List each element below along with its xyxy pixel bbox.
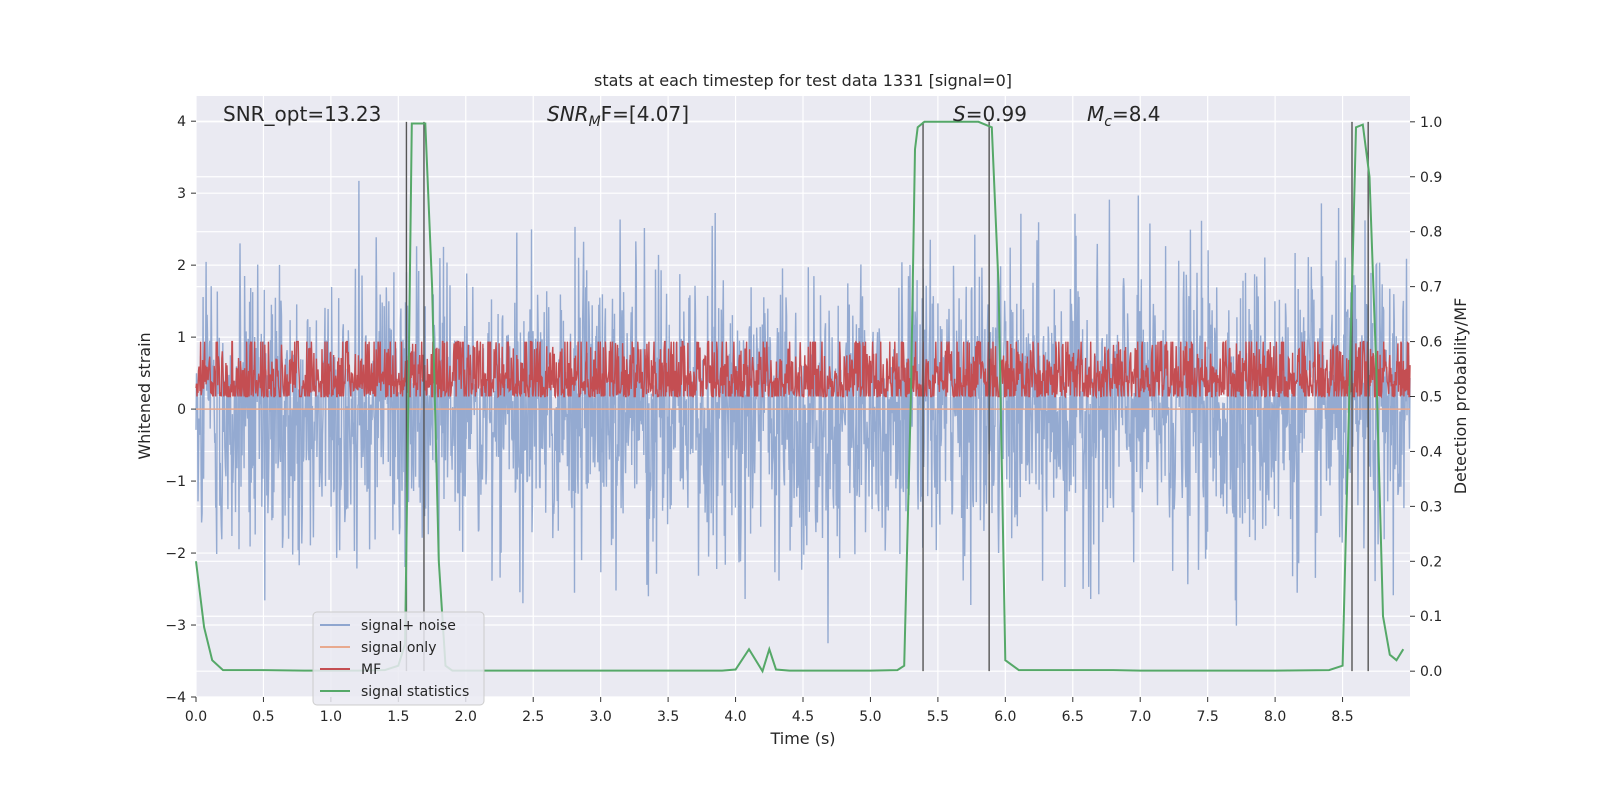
y-ticks: −4 −3 −2 −1 0 1 2 3 4: [165, 114, 196, 706]
x-axis-label: Time (s): [769, 729, 835, 748]
y2-tick-label: 0.0: [1420, 664, 1442, 680]
legend-frame: [312, 611, 485, 706]
x-tick-label: 8.5: [1331, 709, 1353, 725]
x-tick-label: 5.5: [927, 709, 949, 725]
y2-ticks: 0.0 0.1 0.2 0.3 0.4 0.5 0.6 0.7 0.8 0.9 1.0: [1410, 115, 1442, 680]
y2-tick-label: 0.4: [1420, 444, 1442, 460]
y2-tick-label: 1.0: [1420, 115, 1442, 131]
x-tick-label: 5.0: [859, 709, 881, 725]
y-tick-label: 2: [177, 258, 186, 274]
y2-tick-label: 0.6: [1420, 335, 1442, 351]
annotation-snr-mf: SNRMF=[4.07]: [547, 102, 689, 130]
y2-tick-label: 0.9: [1420, 170, 1442, 186]
legend-label-signal-statistics: signal statistics: [361, 684, 469, 700]
chart-title: stats at each timestep for test data 133…: [594, 71, 1012, 90]
x-tick-label: 1.0: [320, 709, 342, 725]
x-tick-label: 0.5: [252, 709, 274, 725]
x-tick-label: 2.0: [455, 709, 477, 725]
y-tick-label: −1: [165, 474, 186, 490]
legend-label-signal-only: signal only: [361, 640, 436, 656]
x-tick-label: 3.0: [590, 709, 612, 725]
x-tick-label: 0.0: [185, 709, 207, 725]
x-tick-label: 1.5: [387, 709, 409, 725]
legend: signal+ noise signal only MF signal stat…: [312, 611, 485, 706]
legend-label-signal-noise: signal+ noise: [361, 618, 456, 634]
x-tick-label: 6.5: [1062, 709, 1084, 725]
y2-tick-label: 0.5: [1420, 390, 1442, 406]
series-mf: [195, 339, 1411, 400]
x-tick-label: 6.0: [994, 709, 1016, 725]
x-tick-label: 3.5: [657, 709, 679, 725]
y-tick-label: −4: [165, 690, 186, 706]
series-signal-noise: [195, 180, 1411, 644]
y-tick-label: −2: [165, 546, 186, 562]
annotation-mc: Mc=8.4: [1087, 102, 1161, 130]
y2-tick-label: 0.1: [1420, 609, 1442, 625]
y2-tick-label: 0.3: [1420, 499, 1442, 515]
y2-tick-label: 0.7: [1420, 280, 1442, 296]
x-tick-label: 7.5: [1197, 709, 1219, 725]
y2-tick-label: 0.2: [1420, 554, 1442, 570]
y-tick-label: −3: [165, 618, 186, 634]
line-layer: [195, 120, 1411, 674]
annotation-snr-opt: SNR_opt=13.23: [223, 102, 381, 126]
y-tick-label: 0: [177, 402, 186, 418]
noise-layer: [195, 180, 1411, 644]
annotation-s: S=0.99: [953, 102, 1027, 126]
x-tick-label: 8.0: [1264, 709, 1286, 725]
x-tick-label: 4.0: [724, 709, 746, 725]
x-ticks: 0.0 0.5 1.0 1.5 2.0 2.5 3.0 3.5 4.0 4.5 5.0 5.5 6.0 6…: [185, 697, 1354, 725]
y-tick-label: 4: [177, 114, 186, 130]
x-tick-label: 7.0: [1129, 709, 1151, 725]
y2-axis-label: Detection probability/MF: [1451, 298, 1470, 495]
x-tick-label: 4.5: [792, 709, 814, 725]
legend-label-mf: MF: [361, 662, 381, 678]
y2-tick-label: 0.8: [1420, 225, 1442, 241]
y-tick-label: 1: [177, 330, 186, 346]
y-tick-label: 3: [177, 186, 186, 202]
x-tick-label: 2.5: [522, 709, 544, 725]
y-axis-label: Whitened strain: [135, 332, 154, 459]
